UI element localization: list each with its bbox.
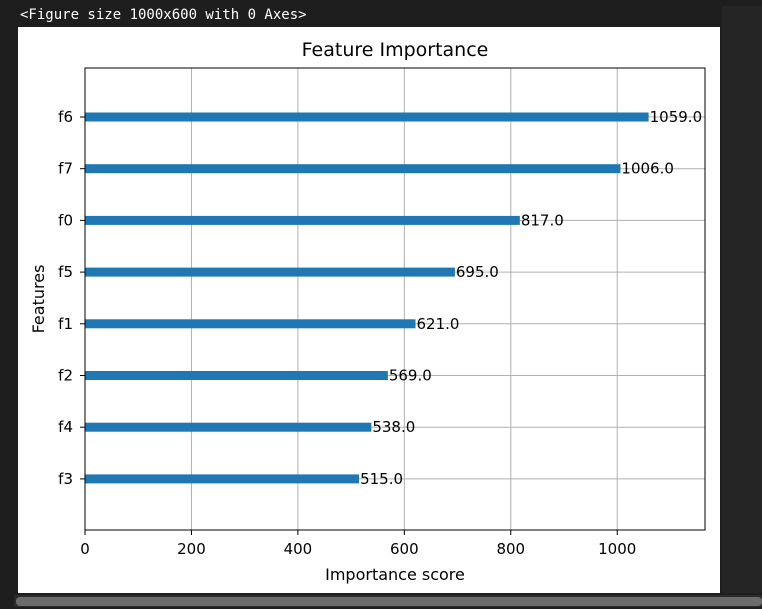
y-tick-label: f2 [58,367,73,385]
bar [85,164,621,174]
x-axis-label: Importance score [325,565,465,584]
x-tick-label: 0 [80,540,90,558]
value-label: 621.0 [417,315,460,333]
side-panel [722,6,762,593]
x-tick-label: 1000 [598,540,636,558]
y-tick-label: f0 [58,211,73,229]
value-label: 1059.0 [650,108,703,126]
figure-canvas: 0 200 400 600 800 1000 f6 f7 f0 f5 f1 f2 f4 f3 1059.0… [18,27,720,593]
y-tick-label: f1 [58,315,73,333]
y-axis-label: Features [29,265,48,334]
bars [85,112,649,484]
bar [85,474,360,484]
x-tick-label: 200 [177,540,206,558]
x-tick-label: 800 [496,540,525,558]
x-tick-label: 600 [390,540,419,558]
y-tick-label: f6 [58,108,73,126]
y-tick-label: f3 [58,470,73,488]
value-label: 817.0 [521,211,564,229]
bar [85,371,388,380]
feature-importance-chart: 0 200 400 600 800 1000 f6 f7 f0 f5 f1 f2 f4 f3 1059.0… [29,39,706,584]
x-tick-label: 400 [284,540,313,558]
grid-lines [84,68,705,530]
cell-output-header: <Figure size 1000x600 with 0 Axes> [20,7,307,23]
value-labels: 1059.0 1006.0 817.0 695.0 621.0 569.0 538.0 515… [360,108,702,488]
y-tick-label: f7 [58,160,73,178]
bar [85,319,416,329]
value-label: 695.0 [456,263,499,281]
value-label: 1006.0 [621,160,674,178]
ticks: 0 200 400 600 800 1000 f6 f7 f0 f5 f1 f2 f4 f3 [58,108,636,558]
y-tick-label: f4 [58,418,73,436]
value-label: 515.0 [360,470,403,488]
horizontal-scrollbar-thumb[interactable] [16,597,762,606]
bar [85,267,455,277]
bar [85,422,372,432]
value-label: 538.0 [372,418,415,436]
bar [85,215,520,225]
value-label: 569.0 [389,367,432,385]
y-tick-label: f5 [58,263,73,281]
bar [85,112,649,122]
chart-title: Feature Importance [302,39,489,61]
axes-frame [84,67,706,531]
